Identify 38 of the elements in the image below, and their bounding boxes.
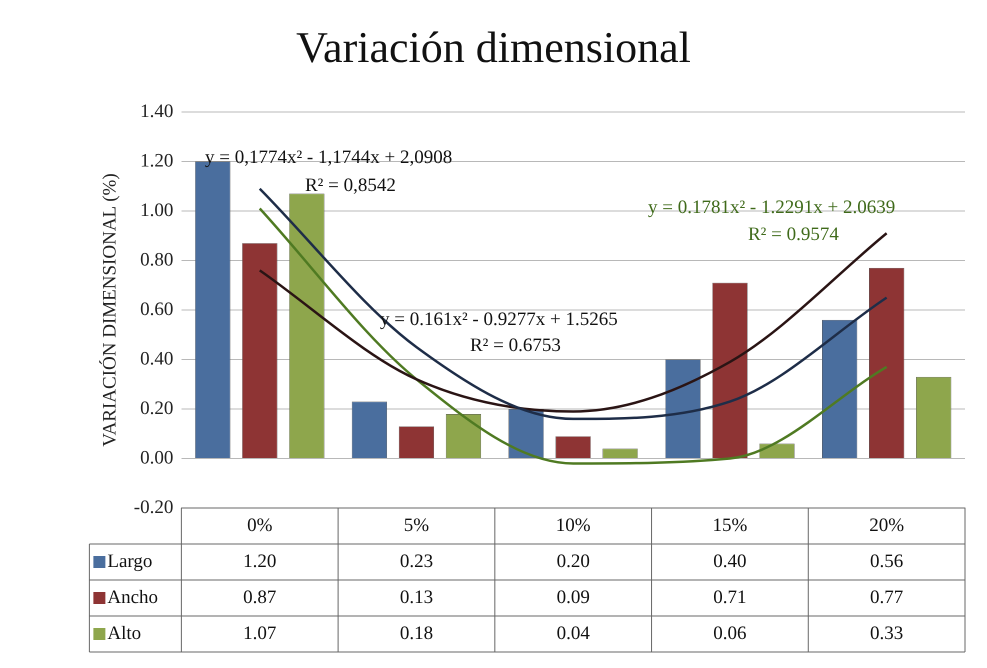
y-tick-label: 1.40 (140, 100, 174, 122)
y-tick-label: 0.00 (140, 447, 174, 468)
y-tick-label: 1.00 (140, 200, 174, 221)
y-tick-label: 0.40 (140, 348, 174, 370)
data-label: 0.77 (870, 586, 904, 608)
y-tick-label: 0.60 (140, 298, 174, 320)
data-label: 0.20 (556, 550, 590, 572)
x-tick-label: 15% (712, 514, 748, 536)
legend-label: Alto (107, 622, 142, 644)
data-label: 1.20 (243, 550, 276, 572)
data-label: 1.07 (243, 622, 276, 644)
data-label: 0.18 (400, 622, 434, 644)
data-label: 0.06 (713, 622, 747, 644)
y-axis-title: VARIACIÓN DIMENSIONAL (%) (98, 173, 120, 447)
x-tick-label: 10% (556, 514, 591, 536)
y-tick-label: 1.20 (140, 150, 174, 172)
y-tick-label: 0.80 (140, 249, 174, 270)
data-label: 0.71 (713, 586, 747, 608)
data-label: 0.09 (556, 586, 590, 608)
legend-label: Ancho (107, 586, 158, 608)
y-tick-label: 0.20 (140, 398, 174, 419)
data-label: 0.33 (870, 622, 904, 644)
annotation: R² = 0.9574 (748, 224, 840, 245)
legend-label: Largo (107, 550, 152, 572)
data-label: 0.23 (400, 550, 434, 572)
annotation: R² = 0,8542 (305, 174, 396, 196)
data-label: 0.40 (713, 550, 747, 572)
x-tick-label: 0% (247, 514, 273, 536)
x-tick-label: 5% (404, 514, 430, 536)
x-tick-label: 20% (869, 514, 904, 536)
data-label: 0.04 (556, 622, 590, 644)
data-label: 0.87 (243, 586, 276, 608)
chart-title: Variación dimensional (295, 22, 692, 73)
data-label: 0.13 (400, 586, 434, 608)
y-tick-label: -0.20 (134, 496, 174, 518)
annotation: y = 0.1781x² - 1.2291x + 2.0639 (648, 196, 896, 218)
annotation: R² = 0.6753 (470, 334, 561, 356)
data-label: 0.56 (870, 550, 904, 572)
